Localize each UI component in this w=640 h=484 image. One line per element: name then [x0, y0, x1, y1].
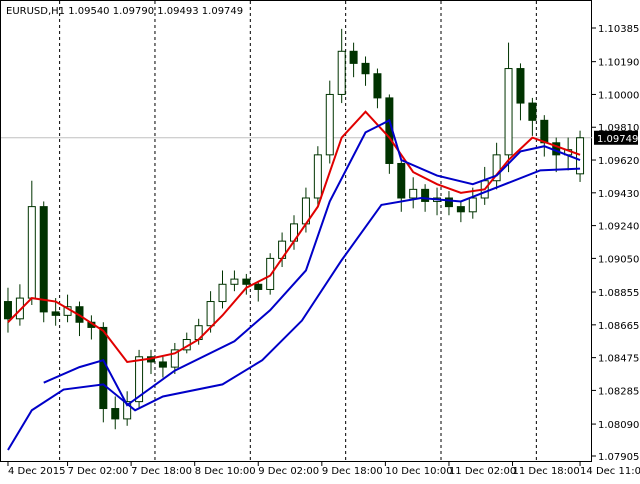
current-price-label: 1.09749: [597, 134, 638, 145]
candle-body: [15, 297, 24, 320]
x-tick-label: 9 Dec 02:00: [258, 466, 319, 477]
moving-average: [7, 167, 581, 451]
y-tick-label: 1.09810: [598, 123, 639, 134]
chart-title: EURUSD,H1 1.09540 1.09790 1.09493 1.0974…: [6, 6, 243, 17]
candle-body: [444, 197, 453, 208]
y-tick-label: 1.10190: [598, 58, 639, 69]
y-tick-label: 1.08285: [598, 386, 639, 397]
candle-body: [170, 349, 179, 368]
candle-body: [51, 311, 60, 316]
candle-body: [349, 50, 358, 64]
candle-body: [516, 68, 525, 104]
x-tick-label: 10 Dec 10:00: [385, 466, 452, 477]
y-tick-label: 1.10000: [598, 90, 639, 101]
candle-body: [27, 206, 36, 299]
y-tick-label: 1.08855: [598, 288, 639, 299]
x-tick-label: 11 Dec 02:00: [449, 466, 516, 477]
candle-body: [468, 197, 477, 213]
x-tick-label: 8 Dec 10:00: [195, 466, 256, 477]
y-tick-label: 1.08475: [598, 354, 639, 365]
candle-body: [230, 278, 239, 285]
candle-body: [254, 283, 263, 290]
candle-body: [313, 154, 322, 199]
candle-body: [39, 206, 48, 313]
candle-body: [123, 401, 132, 420]
candle-body: [206, 301, 215, 327]
candle-body: [576, 137, 585, 175]
candle-body: [492, 154, 501, 182]
candle-body: [409, 188, 418, 199]
y-tick-label: 1.09620: [598, 156, 639, 167]
y-tick-label: 1.08090: [598, 420, 639, 431]
candle-body: [540, 119, 549, 144]
candle-body: [242, 278, 251, 285]
y-tick-label: 1.10385: [598, 24, 639, 35]
candle-body: [504, 68, 513, 156]
x-tick-label: 7 Dec 18:00: [131, 466, 192, 477]
candle-body: [325, 93, 334, 156]
candle-body: [397, 162, 406, 199]
x-tick-label: 14 Dec 11:00: [580, 466, 640, 477]
x-tick-label: 11 Dec 18:00: [513, 466, 580, 477]
candle-body: [421, 188, 430, 202]
x-tick-label: 9 Dec 18:00: [322, 466, 383, 477]
candle-body: [3, 301, 12, 320]
candle-body: [218, 283, 227, 303]
x-tick-label: 4 Dec 2015: [8, 466, 66, 477]
y-tick-label: 1.09240: [598, 222, 639, 233]
y-tick-label: 1.07905: [598, 452, 639, 463]
candle-body: [158, 361, 167, 368]
candle-body: [99, 326, 108, 410]
moving-average: [43, 118, 581, 407]
candle-body: [528, 102, 537, 121]
candle-body: [361, 62, 370, 75]
candle-body: [373, 73, 382, 99]
current-price-box: [594, 130, 638, 145]
x-tick-label: 7 Dec 02:00: [68, 466, 129, 477]
candle-body: [111, 408, 120, 420]
candle-body: [337, 50, 346, 95]
candle-body: [456, 206, 465, 213]
y-tick-label: 1.08665: [598, 321, 639, 332]
y-tick-label: 1.09050: [598, 254, 639, 265]
candle-body: [135, 356, 144, 403]
moving-average: [7, 110, 581, 364]
y-tick-label: 1.09430: [598, 189, 639, 200]
